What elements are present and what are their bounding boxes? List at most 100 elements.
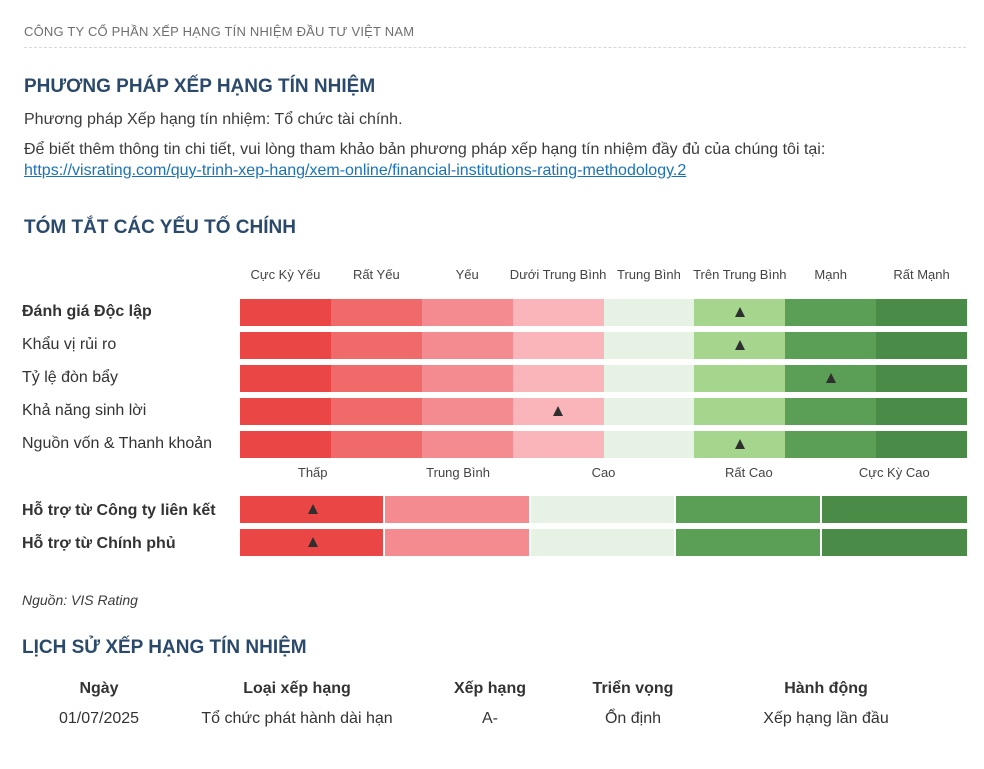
support-header-1: Trung Bình	[426, 465, 490, 480]
methodology-line1: Phương pháp Xếp hạng tín nhiệm: Tổ chức …	[24, 111, 403, 128]
scale-segment	[603, 332, 695, 359]
support-segment	[385, 496, 531, 523]
support-segment	[240, 529, 386, 556]
scale-segment	[785, 299, 877, 326]
rating-marker-icon	[553, 406, 564, 416]
history-col-header: Ngày	[79, 680, 119, 697]
scale-segment	[694, 365, 786, 392]
factor-bar	[240, 365, 967, 392]
scale-segment	[694, 299, 786, 326]
scale-segment	[421, 332, 513, 359]
scale-segment	[240, 365, 331, 392]
scale-segment	[603, 299, 695, 326]
history-cell: Ổn định	[604, 710, 662, 727]
history-col-header: Hành động	[784, 680, 868, 697]
factor-bar	[240, 398, 967, 425]
scale-segment	[421, 398, 513, 425]
scale-segment	[512, 299, 604, 326]
scale-segment	[876, 365, 967, 392]
scale-header-1: Rất Yếu	[352, 267, 400, 282]
rating-marker-icon	[307, 504, 318, 514]
support-segment	[821, 529, 967, 556]
factor-label: Đánh giá Độc lập	[22, 303, 152, 320]
support-label: Hỗ trợ từ Chính phủ	[22, 535, 176, 552]
scale-segment	[694, 398, 786, 425]
support-segment	[821, 496, 967, 523]
support-segment	[676, 496, 822, 523]
factor-label: Khẩu vị rủi ro	[22, 336, 117, 353]
support-segment	[240, 496, 386, 523]
scale-segment	[421, 365, 513, 392]
scale-header-6: Mạnh	[814, 267, 847, 282]
factor-label: Tỷ lệ đòn bẩy	[22, 369, 119, 386]
factor-label: Nguồn vốn & Thanh khoản	[22, 435, 213, 452]
header-divider	[24, 47, 966, 48]
scale-header-7: Rất Mạnh	[893, 267, 950, 282]
scale-segment	[512, 431, 604, 458]
scale-segment	[603, 398, 695, 425]
scale-header-0: Cực Kỳ Yếu	[250, 267, 321, 282]
scale-segment	[421, 299, 513, 326]
support-header-4: Cực Kỳ Cao	[858, 465, 930, 480]
scale-segment	[512, 365, 604, 392]
scale-segment	[240, 332, 331, 359]
history-col-header: Triển vọng	[592, 680, 674, 697]
support-bar	[240, 529, 967, 556]
scale-segment	[421, 431, 513, 458]
scale-segment	[330, 398, 422, 425]
factor-label: Khả năng sinh lời	[22, 402, 147, 419]
scale-segment	[785, 398, 877, 425]
scale-segment	[240, 398, 331, 425]
rating-marker-icon	[825, 373, 836, 383]
scale-segment	[330, 365, 422, 392]
methodology-link[interactable]: https://visrating.com/quy-trinh-xep-hang…	[24, 162, 687, 179]
scale-segment	[240, 299, 331, 326]
scale-segment	[876, 398, 967, 425]
history-col-header: Loại xếp hạng	[243, 680, 351, 697]
scale-segment	[603, 431, 695, 458]
methodology-line2: Để biết thêm thông tin chi tiết, vui lòn…	[24, 141, 826, 158]
scale-header-2: Yếu	[455, 267, 479, 282]
support-segment	[530, 496, 677, 523]
scale-segment	[240, 431, 331, 458]
scale-segment	[694, 431, 786, 458]
history-cell: 01/07/2025	[58, 710, 140, 727]
rating-marker-icon	[734, 340, 745, 350]
scale-segment	[330, 299, 422, 326]
source-note: Nguồn: VIS Rating	[22, 592, 138, 608]
scale-segment	[694, 332, 786, 359]
support-segment	[676, 529, 822, 556]
scale-segment	[876, 299, 967, 326]
methodology-heading: PHƯƠNG PHÁP XẾP HẠNG TÍN NHIỆM	[24, 76, 376, 97]
support-label: Hỗ trợ từ Công ty liên kết	[22, 502, 216, 519]
scale-header-3: Dưới Trung Bình	[509, 267, 607, 282]
support-segment	[385, 529, 531, 556]
company-name: CÔNG TY CỔ PHẦN XẾP HẠNG TÍN NHIỆM ĐẦU T…	[24, 24, 415, 39]
factor-bar	[240, 332, 967, 359]
rating-marker-icon	[734, 439, 745, 449]
factor-bar	[240, 299, 967, 326]
scale-segment	[785, 431, 877, 458]
history-cell: Tổ chức phát hành dài hạn	[201, 710, 393, 727]
scale-segment	[785, 365, 877, 392]
scale-header-5: Trên Trung Bình	[693, 267, 787, 282]
support-header-3: Rất Cao	[725, 465, 773, 480]
scale-segment	[512, 332, 604, 359]
scale-segment	[876, 332, 967, 359]
support-header-0: Thấp	[297, 465, 328, 480]
history-col-header: Xếp hạng	[453, 680, 526, 697]
support-header-2: Cao	[591, 465, 616, 480]
scale-segment	[785, 332, 877, 359]
history-heading: LỊCH SỬ XẾP HẠNG TÍN NHIỆM	[22, 637, 307, 658]
factor-bar	[240, 431, 967, 458]
rating-marker-icon	[307, 537, 318, 547]
scale-segment	[330, 431, 422, 458]
support-segment	[530, 529, 677, 556]
scale-header-4: Trung Bình	[617, 267, 681, 282]
scale-segment	[876, 431, 967, 458]
support-bar	[240, 496, 967, 523]
rating-marker-icon	[734, 307, 745, 317]
scale-segment	[603, 365, 695, 392]
history-cell: A-	[482, 710, 498, 727]
scale-segment	[512, 398, 604, 425]
